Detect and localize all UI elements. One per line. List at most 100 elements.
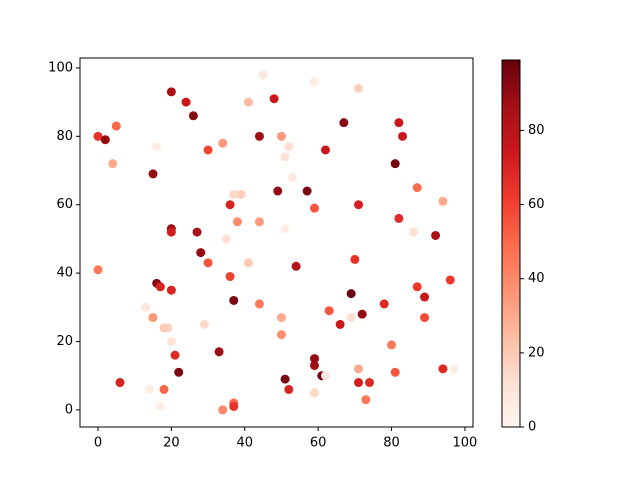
point xyxy=(449,364,459,374)
point xyxy=(254,217,264,227)
point xyxy=(258,70,268,80)
point xyxy=(335,319,345,329)
point xyxy=(390,159,400,169)
point xyxy=(229,189,239,199)
point xyxy=(339,118,349,128)
point xyxy=(412,282,422,292)
y-tick-label: 0 xyxy=(65,402,73,417)
point xyxy=(438,364,448,374)
point xyxy=(254,131,264,141)
point xyxy=(354,200,364,210)
point xyxy=(148,169,158,179)
x-tick-label: 0 xyxy=(94,436,102,451)
point xyxy=(287,172,297,182)
point xyxy=(346,289,356,299)
point xyxy=(276,313,286,323)
y-tick-label: 80 xyxy=(56,129,73,144)
point xyxy=(445,275,455,285)
point xyxy=(229,401,239,411)
point xyxy=(309,354,319,364)
point xyxy=(394,118,404,128)
point xyxy=(320,145,330,155)
point xyxy=(324,306,334,316)
point xyxy=(243,258,253,268)
point xyxy=(111,121,121,131)
point xyxy=(276,131,286,141)
point xyxy=(398,131,408,141)
point xyxy=(192,227,202,237)
point xyxy=(309,360,319,370)
point xyxy=(409,227,419,237)
point xyxy=(174,367,184,377)
point xyxy=(225,200,235,210)
point xyxy=(166,227,176,237)
point xyxy=(276,330,286,340)
colorbar-tick-label: 0 xyxy=(528,420,536,435)
point xyxy=(221,234,231,244)
point xyxy=(273,186,283,196)
y-tick-label: 20 xyxy=(56,334,73,349)
point xyxy=(346,313,356,323)
x-tick-label: 100 xyxy=(453,436,478,451)
point xyxy=(420,313,430,323)
point xyxy=(225,272,235,282)
point xyxy=(141,302,151,312)
y-tick-label: 60 xyxy=(56,197,73,212)
x-tick-label: 80 xyxy=(383,436,400,451)
y-tick-label: 100 xyxy=(48,60,73,75)
point xyxy=(218,138,228,148)
point xyxy=(214,347,224,357)
point xyxy=(302,186,312,196)
point xyxy=(394,213,404,223)
point xyxy=(243,97,253,107)
point xyxy=(203,258,213,268)
point xyxy=(188,111,198,121)
point xyxy=(354,364,364,374)
plot-frame xyxy=(79,57,474,428)
x-tick-label: 60 xyxy=(310,436,327,451)
point xyxy=(412,183,422,193)
colorbar xyxy=(501,59,521,428)
point xyxy=(163,323,173,333)
x-tick-label: 40 xyxy=(236,436,253,451)
point xyxy=(254,299,264,309)
point xyxy=(387,340,397,350)
colorbar-tick-label: 80 xyxy=(528,123,545,138)
point xyxy=(361,395,371,405)
point xyxy=(155,282,165,292)
point xyxy=(291,261,301,271)
point xyxy=(438,196,448,206)
x-tick-label: 20 xyxy=(163,436,180,451)
point xyxy=(280,224,290,234)
point xyxy=(108,159,118,169)
point xyxy=(320,371,330,381)
point xyxy=(218,405,228,415)
point xyxy=(229,295,239,305)
point xyxy=(155,401,165,411)
point xyxy=(152,142,162,152)
point xyxy=(309,388,319,398)
point xyxy=(354,83,364,93)
point xyxy=(203,145,213,155)
point xyxy=(159,384,169,394)
point xyxy=(280,152,290,162)
point xyxy=(379,299,389,309)
point xyxy=(431,230,441,240)
point xyxy=(390,367,400,377)
point xyxy=(284,142,294,152)
point xyxy=(148,313,158,323)
point xyxy=(144,384,154,394)
point xyxy=(166,285,176,295)
point xyxy=(284,384,294,394)
point xyxy=(170,350,180,360)
point xyxy=(309,203,319,213)
point xyxy=(269,94,279,104)
point xyxy=(309,77,319,87)
point xyxy=(350,254,360,264)
colorbar-tick-label: 40 xyxy=(528,271,545,286)
point xyxy=(232,217,242,227)
point xyxy=(181,97,191,107)
point xyxy=(199,319,209,329)
point xyxy=(420,292,430,302)
